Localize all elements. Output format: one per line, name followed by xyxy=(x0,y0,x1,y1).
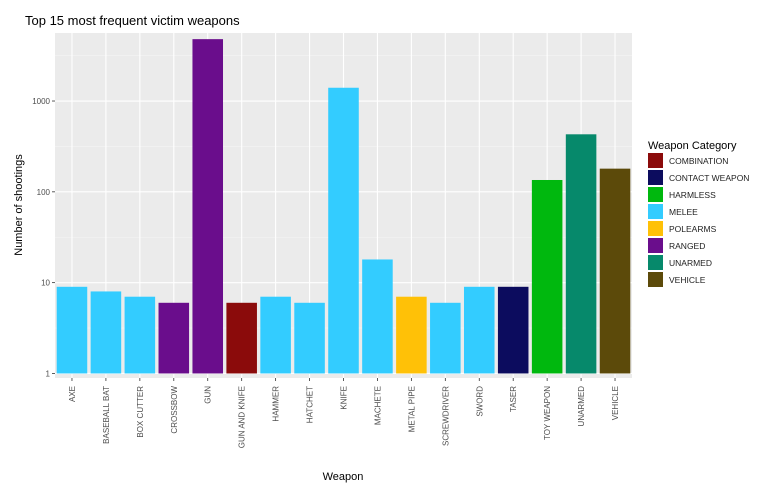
legend-swatch xyxy=(648,187,663,202)
legend-swatch xyxy=(648,204,663,219)
bar-sword xyxy=(463,286,495,374)
x-tick-label: KNIFE xyxy=(340,386,349,410)
y-tick-label: 1 xyxy=(46,369,51,378)
bar-toy-weapon xyxy=(531,179,563,374)
x-tick-label: METAL PIPE xyxy=(407,386,416,432)
legend-label: COMBINATION xyxy=(669,156,728,166)
y-axis-title: Number of shootings xyxy=(13,154,25,256)
x-tick-label: HAMMER xyxy=(272,386,281,422)
x-tick-label: HATCHET xyxy=(306,386,315,423)
y-axis: 1 10 100 1000 xyxy=(32,97,55,378)
x-tick-label: CROSSBOW xyxy=(170,386,179,434)
bar-gun-and-knife xyxy=(226,302,257,374)
bar-hatchet xyxy=(294,302,325,374)
legend-label: UNARMED xyxy=(669,258,712,268)
legend-label: CONTACT WEAPON xyxy=(669,173,749,183)
legend-swatch xyxy=(648,255,663,270)
bar-unarmed xyxy=(565,134,597,374)
x-tick-label: SCREWDRIVER xyxy=(441,386,450,446)
x-axis: AXE BASEBALL BAT BOX CUTTER CROSSBOW GUN GUN … xyxy=(68,378,620,448)
x-tick-label: GUN xyxy=(204,386,213,404)
x-tick-label: SWORD xyxy=(475,386,484,417)
bar-axe xyxy=(56,286,88,374)
bar-hammer xyxy=(260,296,291,374)
x-tick-label: BASEBALL BAT xyxy=(102,386,111,444)
legend-swatch xyxy=(648,272,663,287)
legend-label: POLEARMS xyxy=(669,224,717,234)
bar-crossbow xyxy=(158,302,190,374)
legend-swatch xyxy=(648,238,663,253)
bar-baseball-bat xyxy=(90,291,122,374)
legend: Weapon Category COMBINATION CONTACT WEAPO… xyxy=(648,140,749,287)
x-tick-label: BOX CUTTER xyxy=(136,386,145,438)
y-tick-label: 100 xyxy=(37,188,51,197)
legend-swatch xyxy=(648,170,663,185)
bar-vehicle xyxy=(599,168,631,374)
bar-box-cutter xyxy=(124,296,156,374)
legend-label: RANGED xyxy=(669,241,705,251)
x-tick-label: MACHETE xyxy=(373,386,382,425)
legend-swatch xyxy=(648,153,663,168)
x-tick-label: GUN AND KNIFE xyxy=(238,386,247,448)
bar-gun xyxy=(192,39,224,374)
legend-label: VEHICLE xyxy=(669,275,706,285)
legend-label: HARMLESS xyxy=(669,190,716,200)
legend-label: MELEE xyxy=(669,207,698,217)
x-tick-label: AXE xyxy=(68,386,77,402)
bar-machete xyxy=(362,259,393,374)
chart-title: Top 15 most frequent victim weapons xyxy=(25,13,240,28)
legend-swatch xyxy=(648,221,663,236)
bar-knife xyxy=(328,87,359,374)
x-tick-label: TASER xyxy=(509,386,518,412)
x-tick-label: VEHICLE xyxy=(611,386,620,420)
y-tick-label: 10 xyxy=(41,279,50,288)
legend-title: Weapon Category xyxy=(648,140,737,152)
x-tick-label: TOY WEAPON xyxy=(543,386,552,440)
bar-taser xyxy=(497,286,529,374)
x-axis-title: Weapon xyxy=(323,471,364,483)
y-tick-label: 1000 xyxy=(32,97,50,106)
bar-screwdriver xyxy=(430,302,461,374)
x-tick-label: UNARMED xyxy=(577,386,586,427)
bars-group xyxy=(56,39,631,374)
bar-metal-pipe xyxy=(396,296,427,374)
